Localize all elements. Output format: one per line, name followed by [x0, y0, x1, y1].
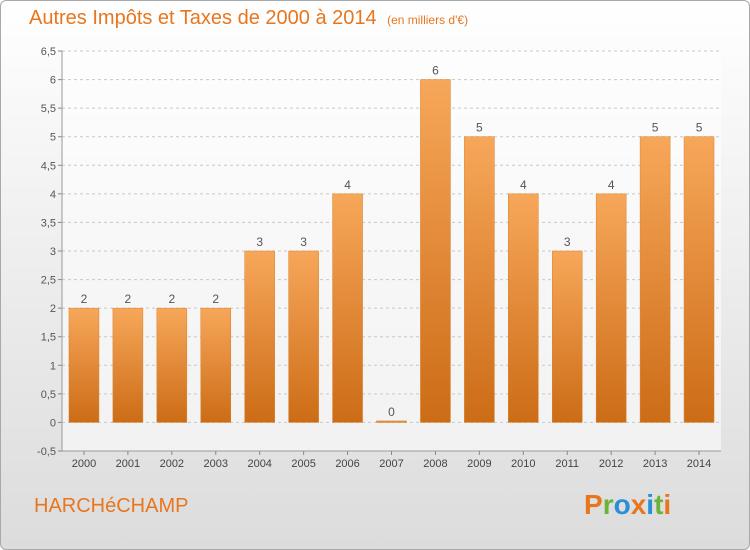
x-tick-label: 2010 — [511, 458, 535, 470]
bar-2007 — [376, 420, 407, 423]
chart-title: Autres Impôts et Taxes de 2000 à 2014 — [29, 7, 377, 29]
x-tick-label: 2001 — [116, 458, 140, 470]
bar-2005 — [288, 250, 319, 423]
y-tick-label: 4 — [50, 189, 56, 201]
bar-2012 — [595, 193, 627, 423]
chart-subtitle: (en milliers d'€) — [387, 13, 469, 27]
bar-2013 — [639, 136, 671, 423]
logo-letter: t — [654, 489, 664, 520]
data-label: 2 — [125, 292, 132, 306]
y-tick-label: 3 — [50, 246, 56, 258]
x-tick-label: 2013 — [643, 458, 667, 470]
y-tick-label: 5,5 — [41, 103, 56, 115]
x-tick-label: 2011 — [555, 458, 579, 470]
data-label: 2 — [81, 292, 88, 306]
data-label: 3 — [300, 235, 307, 249]
proxiti-logo: Proxiti — [584, 489, 671, 521]
data-label: 2 — [168, 292, 175, 306]
x-tick-label: 2003 — [204, 458, 228, 470]
x-tick-label: 2004 — [247, 458, 271, 470]
bar-2000 — [68, 307, 100, 423]
chart-title-block: Autres Impôts et Taxes de 2000 à 2014 (e… — [29, 7, 468, 30]
bar-2011 — [551, 250, 583, 423]
data-label: 3 — [564, 235, 571, 249]
logo-letter: P — [584, 489, 603, 520]
y-tick-label: 6,5 — [41, 46, 56, 58]
x-tick-label: 2008 — [423, 458, 447, 470]
place-name: HARCHéCHAMP — [34, 495, 189, 517]
bar-2003 — [200, 307, 232, 423]
logo-letter: o — [613, 489, 631, 520]
logo-letter: i — [646, 489, 655, 520]
logo-letter: i — [663, 489, 672, 520]
x-tick-label: 2000 — [72, 458, 96, 470]
bar-2014 — [683, 136, 715, 423]
x-tick-label: 2007 — [379, 458, 403, 470]
y-tick-label: 0,5 — [41, 389, 56, 401]
y-tick-label: 4,5 — [41, 160, 56, 172]
data-label: 0 — [388, 405, 395, 419]
x-tick-label: 2006 — [335, 458, 359, 470]
bar-2010 — [508, 193, 539, 423]
bar-2006 — [332, 193, 363, 423]
y-tick-label: 5 — [50, 132, 56, 144]
y-tick-label: 2,5 — [41, 275, 56, 287]
bar-2004 — [244, 250, 275, 423]
y-tick-label: 3,5 — [41, 217, 56, 229]
data-label: 4 — [520, 178, 527, 192]
bar-2002 — [156, 307, 188, 423]
x-tick-label: 2014 — [687, 458, 711, 470]
data-label: 4 — [344, 178, 351, 192]
y-tick-label: 1,5 — [41, 332, 56, 344]
y-tick-label: -0,5 — [37, 446, 56, 458]
x-tick-label: 2005 — [291, 458, 315, 470]
y-tick-label: 6 — [50, 75, 56, 87]
x-tick-label: 2012 — [599, 458, 623, 470]
data-label: 5 — [476, 121, 483, 135]
bar-2001 — [112, 307, 144, 423]
logo-letter: r — [602, 489, 614, 520]
bar-2008 — [420, 79, 451, 423]
y-tick-label: 2 — [50, 303, 56, 315]
data-label: 5 — [696, 121, 703, 135]
x-tick-label: 2009 — [467, 458, 491, 470]
y-tick-label: 0 — [50, 417, 56, 429]
data-label: 3 — [256, 235, 263, 249]
data-label: 5 — [652, 121, 659, 135]
data-label: 6 — [432, 64, 439, 78]
bar-2009 — [464, 136, 495, 423]
y-tick-label: 1 — [50, 360, 56, 372]
x-tick-label: 2002 — [160, 458, 184, 470]
logo-letter: x — [630, 489, 647, 520]
data-label: 2 — [212, 292, 219, 306]
data-label: 4 — [608, 178, 615, 192]
